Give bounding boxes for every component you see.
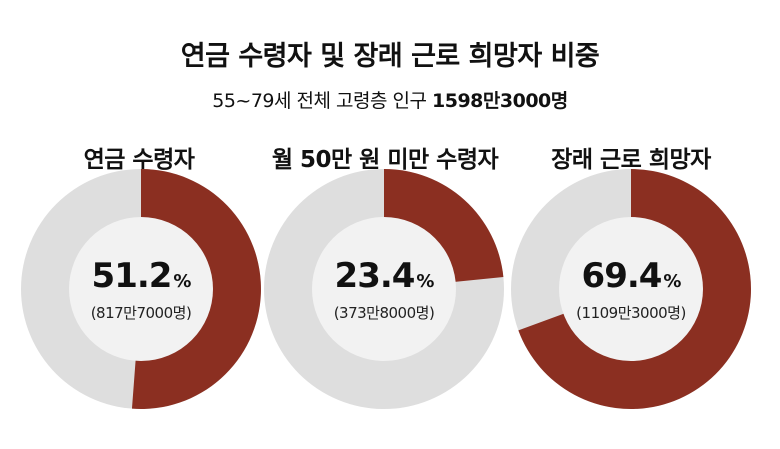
donut-3-label: 장래 근로 희망자	[551, 147, 711, 173]
donut-2-center	[312, 217, 456, 361]
donut-2: 23.4% (373만8000명)	[264, 169, 504, 409]
donut-1: 51.2% (817만7000명)	[21, 169, 261, 409]
donut-3-value-number: 69.4	[582, 256, 662, 296]
donut-2-value-unit: %	[416, 271, 434, 292]
subtitle-total-population: 1598만3000명	[432, 90, 568, 112]
donut-1-count: (817만7000명)	[91, 304, 192, 322]
donut-2-count: (373만8000명)	[334, 304, 435, 322]
donut-1-label: 연금 수령자	[83, 147, 195, 173]
chart-title: 연금 수령자 및 장래 근로 희망자 비중	[180, 41, 600, 72]
donut-3-count: (1109만3000명)	[576, 304, 686, 322]
chart-subtitle: 55~79세 전체 고령층 인구 1598만3000명	[0, 86, 780, 113]
donut-1-value-unit: %	[173, 271, 191, 292]
donut-3-center	[559, 217, 703, 361]
donut-1-value-number: 51.2	[92, 256, 172, 296]
donut-2-label: 월 50만 원 미만 수령자	[271, 147, 499, 173]
donut-1-center	[69, 217, 213, 361]
donut-3-value: 69.4%	[582, 256, 682, 296]
donut-1-value: 51.2%	[92, 256, 192, 296]
donut-2-value-number: 23.4	[335, 256, 415, 296]
subtitle-prefix: 55~79세 전체 고령층 인구	[212, 90, 433, 112]
donut-3: 69.4% (1109만3000명)	[511, 169, 751, 409]
donut-2-value: 23.4%	[335, 256, 435, 296]
donut-3-value-unit: %	[663, 271, 681, 292]
